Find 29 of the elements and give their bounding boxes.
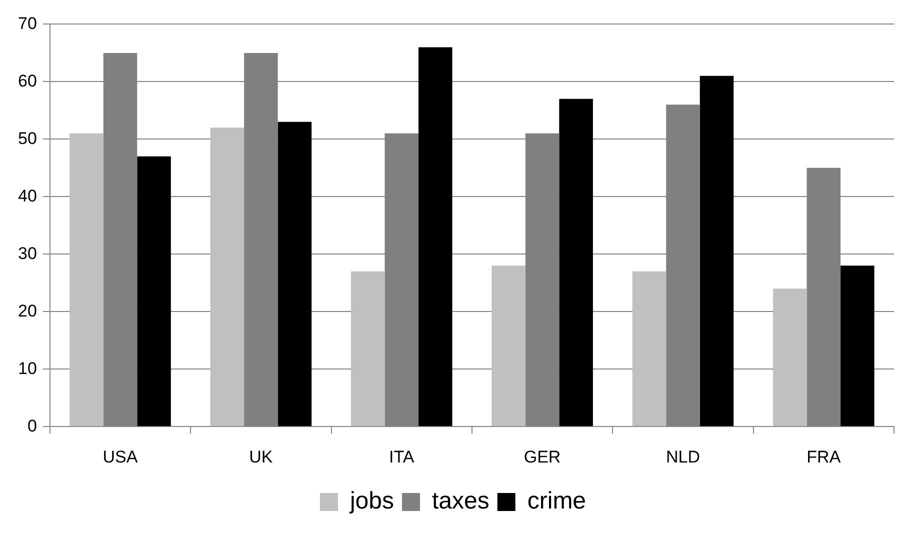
y-tick-label: 20 <box>18 301 37 320</box>
x-tick-label: UK <box>249 447 274 466</box>
y-tick-label: 10 <box>18 358 37 378</box>
legend-label: crime <box>527 488 586 515</box>
bar <box>278 122 312 426</box>
y-tick-label: 40 <box>18 186 37 206</box>
legend-label: jobs <box>348 488 394 515</box>
bar <box>350 271 385 426</box>
x-tick-label: NLD <box>666 447 700 466</box>
x-tick-label: GER <box>524 447 561 466</box>
bar <box>210 128 244 426</box>
y-tick-label: 60 <box>18 71 37 90</box>
y-tick-label: 0 <box>27 416 37 436</box>
bar <box>700 76 734 426</box>
x-tick-label: ITA <box>389 447 415 466</box>
bar <box>492 266 526 426</box>
bar <box>559 98 593 426</box>
bar <box>840 266 874 426</box>
y-tick-label: 30 <box>18 244 37 263</box>
bar <box>773 288 807 426</box>
bar <box>418 47 452 426</box>
x-tick-label: FRA <box>806 447 842 466</box>
bar <box>70 133 104 426</box>
bar <box>137 156 171 426</box>
legend-label: taxes <box>432 488 490 515</box>
x-tick-label: USA <box>102 447 138 466</box>
y-tick-label: 70 <box>18 14 37 33</box>
y-tick-label: 50 <box>18 128 37 148</box>
bar <box>632 271 666 426</box>
